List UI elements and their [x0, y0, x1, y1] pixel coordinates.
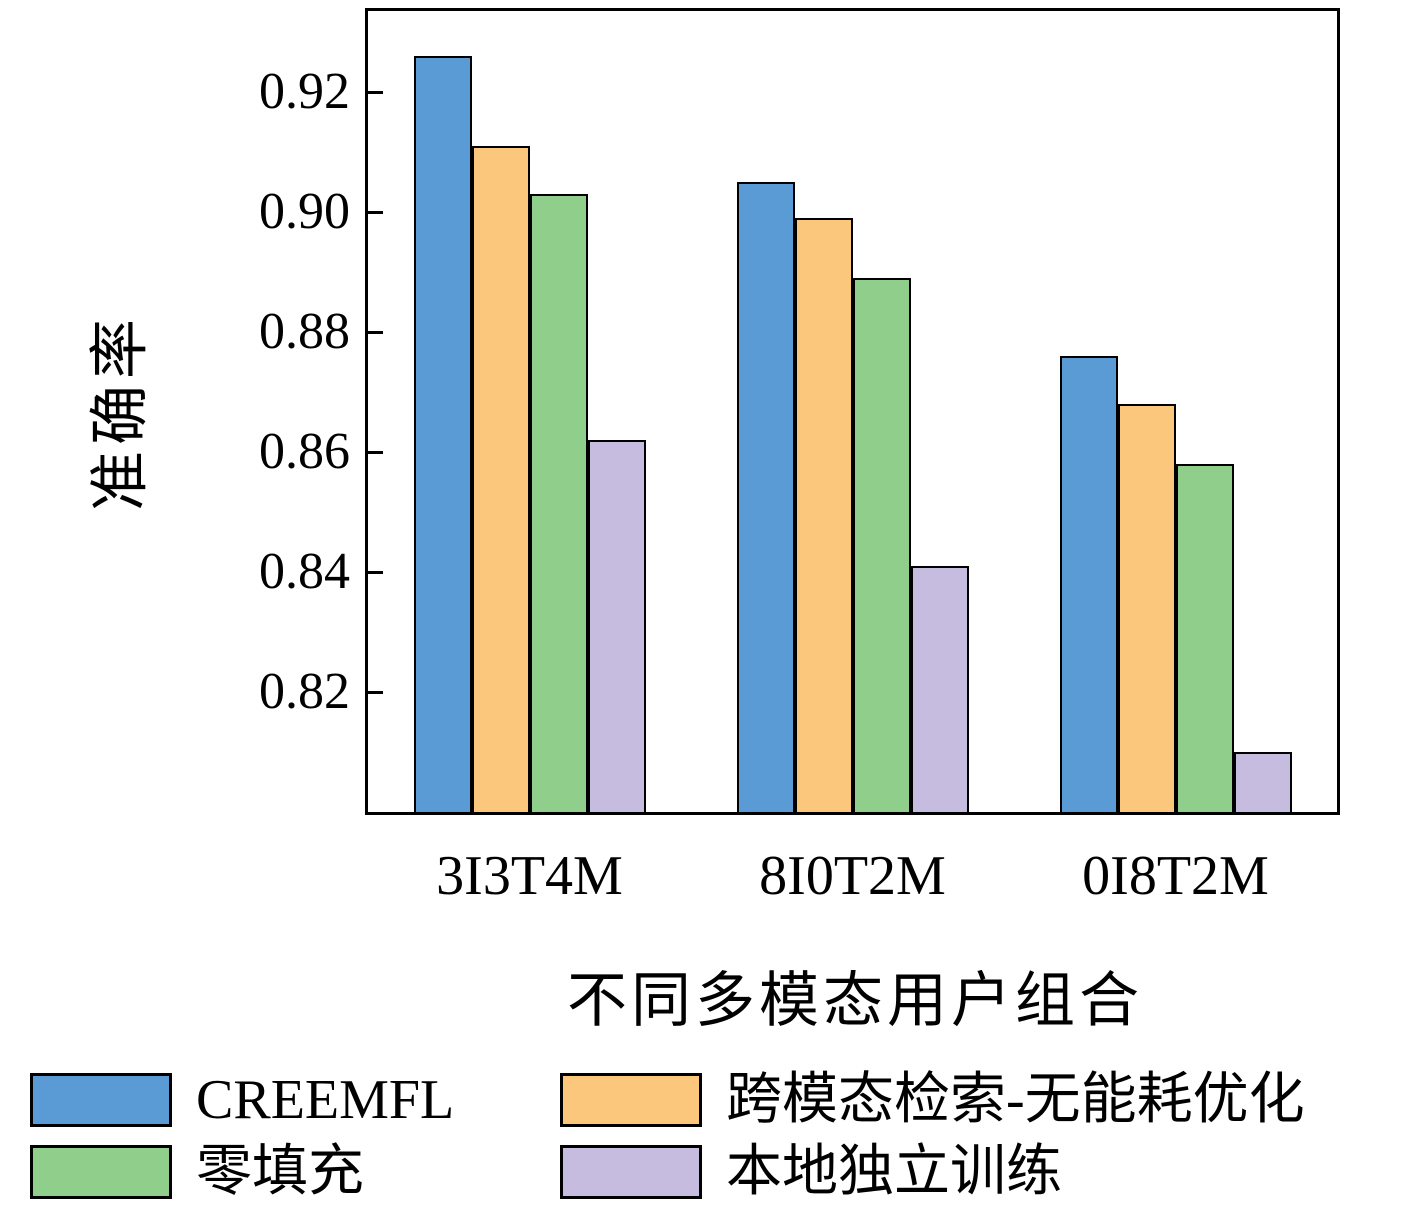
legend-swatch-series1 [560, 1073, 702, 1127]
bar-series3-0I8T2M [1233, 752, 1292, 812]
legend-label-series1: 跨模态检索-无能耗优化 [726, 1069, 1305, 1131]
legend-swatch-series0 [30, 1073, 172, 1127]
y-tick-mark [368, 90, 383, 94]
plot-inner [368, 11, 1337, 812]
bar-series3-8I0T2M [910, 566, 969, 812]
y-tick-label: 0.92 [259, 63, 350, 120]
bar-series3-3I3T4M [587, 440, 646, 812]
bar-series2-3I3T4M [529, 194, 588, 812]
legend-swatch-series2 [30, 1145, 172, 1199]
y-tick-label: 0.84 [259, 543, 350, 600]
x-tick-mark [1174, 797, 1177, 812]
plot-area [365, 8, 1340, 815]
bar-group-8I0T2M [736, 182, 969, 812]
bar-series1-0I8T2M [1117, 404, 1176, 812]
bar-series0-3I3T4M [413, 56, 472, 812]
legend-item-series2: 零填充 [30, 1144, 560, 1200]
bar-series1-3I3T4M [471, 146, 530, 812]
y-tick-mark [368, 210, 383, 214]
y-tick-mark [368, 330, 383, 334]
legend-label-series0: CREEMFL [196, 1069, 455, 1131]
y-tick-label: 0.90 [259, 183, 350, 240]
bar-series0-0I8T2M [1059, 356, 1118, 812]
bar-series0-8I0T2M [736, 182, 795, 812]
y-axis-title: 准确率 [87, 313, 154, 511]
legend-item-series0: CREEMFL [30, 1072, 560, 1128]
x-tick-mark [851, 797, 854, 812]
legend: CREEMFL 跨模态检索-无能耗优化零填充 本地独立训练 [30, 1072, 1305, 1200]
y-tick-label: 0.88 [259, 303, 350, 360]
y-tick-label: 0.82 [259, 663, 350, 720]
x-tick-label: 0I8T2M [1082, 845, 1269, 907]
legend-item-series3: 本地独立训练 [560, 1144, 1305, 1200]
legend-label-series3: 本地独立训练 [726, 1141, 1062, 1203]
x-tick-label: 8I0T2M [759, 845, 946, 907]
legend-label-series2: 零填充 [196, 1141, 364, 1203]
bar-series2-0I8T2M [1175, 464, 1234, 812]
x-tick-mark [528, 797, 531, 812]
y-tick-label: 0.86 [259, 423, 350, 480]
bar-series1-8I0T2M [794, 218, 853, 812]
y-tick-mark [368, 570, 383, 574]
legend-item-series1: 跨模态检索-无能耗优化 [560, 1072, 1305, 1128]
y-tick-mark [368, 690, 383, 694]
bar-series2-8I0T2M [852, 278, 911, 812]
bar-group-0I8T2M [1059, 356, 1292, 812]
x-axis-title: 不同多模态用户组合 [567, 968, 1143, 1034]
bar-group-3I3T4M [413, 56, 646, 812]
x-tick-label: 3I3T4M [436, 845, 623, 907]
y-tick-mark [368, 450, 383, 454]
legend-swatch-series3 [560, 1145, 702, 1199]
